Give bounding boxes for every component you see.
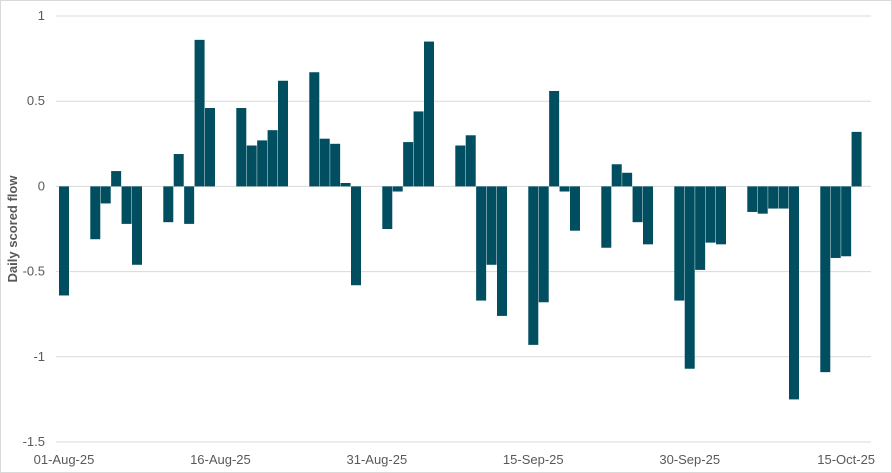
y-tick-label: -0.5 <box>23 264 45 279</box>
bar <box>267 130 278 187</box>
bar <box>716 186 726 245</box>
x-tick-label: 15-Oct-25 <box>817 452 875 467</box>
bar <box>121 186 132 224</box>
bar <box>319 138 330 187</box>
y-tick-label: 0.5 <box>27 93 45 108</box>
bar <box>486 186 497 265</box>
bar <box>340 182 351 187</box>
bar <box>643 186 653 245</box>
bar <box>403 142 414 187</box>
bar <box>622 172 633 187</box>
bar <box>497 186 507 316</box>
bar <box>570 186 580 231</box>
bar <box>538 186 549 303</box>
bar <box>309 72 320 187</box>
bar <box>392 186 403 192</box>
bar <box>559 186 570 192</box>
bar <box>757 186 768 214</box>
bar <box>205 108 215 187</box>
bar <box>528 186 539 345</box>
bar <box>632 186 643 223</box>
bar <box>601 186 612 248</box>
y-tick-label: 0 <box>38 178 45 193</box>
x-tick-label: 30-Sep-25 <box>659 452 720 467</box>
x-axis-ticks: 01-Aug-25 16-Aug-25 31-Aug-25 15-Sep-25 30-S… <box>34 452 875 467</box>
x-tick-label: 16-Aug-25 <box>190 452 251 467</box>
bar <box>851 131 862 187</box>
bar <box>278 80 288 187</box>
bar <box>246 145 257 187</box>
bar <box>684 186 695 369</box>
bar <box>173 154 184 187</box>
x-tick-label: 01-Aug-25 <box>34 452 95 467</box>
bar <box>476 186 487 301</box>
bar <box>424 41 434 187</box>
bar <box>455 145 466 187</box>
bar <box>194 39 205 187</box>
bar <box>841 186 852 257</box>
bar <box>465 135 476 187</box>
bar <box>413 111 424 187</box>
bar <box>611 164 622 187</box>
bar <box>674 186 685 301</box>
bar <box>820 186 831 373</box>
bar <box>382 186 393 229</box>
y-axis-title: Daily scored flow <box>5 175 20 283</box>
bar <box>59 186 69 296</box>
bar <box>90 186 101 240</box>
y-tick-label: -1 <box>33 349 45 364</box>
bar <box>236 108 247 187</box>
bar <box>549 90 560 187</box>
bar <box>100 186 111 204</box>
bar <box>830 186 841 258</box>
bar <box>695 186 706 270</box>
x-tick-label: 31-Aug-25 <box>346 452 407 467</box>
y-tick-label: -1.5 <box>23 434 45 449</box>
bar <box>163 186 174 223</box>
bar <box>768 186 779 209</box>
bar <box>778 186 789 209</box>
y-axis-ticks: 1 0.5 0 -0.5 -1 -1.5 <box>23 8 45 449</box>
bar <box>351 186 361 286</box>
gridlines <box>56 15 871 443</box>
x-tick-label: 15-Sep-25 <box>503 452 564 467</box>
bar <box>330 143 341 187</box>
bar <box>184 186 195 224</box>
bar <box>705 186 716 243</box>
bar <box>789 186 799 400</box>
bar <box>257 140 268 187</box>
y-tick-label: 1 <box>38 8 45 23</box>
bar <box>747 186 758 212</box>
bars <box>59 39 862 400</box>
bar <box>111 171 122 187</box>
bar <box>132 186 142 265</box>
